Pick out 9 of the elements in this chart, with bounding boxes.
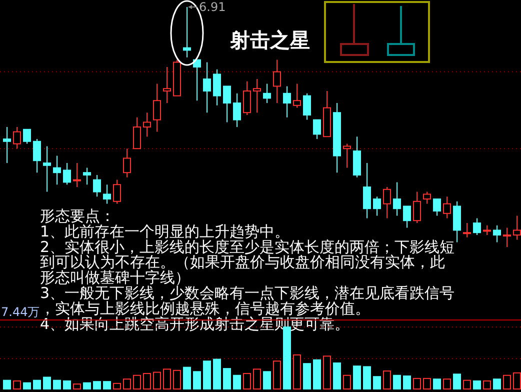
text: 形态叫做墓碑十字线） — [40, 268, 190, 287]
annotation: 形态要点： — [40, 207, 115, 225]
annotation: 2、实体很小，上影线的长度至少是实体长度的两倍；下影线短 — [40, 238, 455, 256]
text: ，实体与上影线比例越悬殊，信号越有参考价值。 — [40, 299, 370, 318]
text: 3、一般无下影线，少数会略有一点下影线，潜在见底看跌信号 — [40, 284, 455, 302]
annotation: 6.91 — [199, 0, 226, 14]
text: 射击之星 — [229, 28, 310, 52]
text: 7.44万 — [1, 305, 40, 319]
annotation: 1、此前存在一个明显的上升趋势中。 — [40, 222, 290, 240]
